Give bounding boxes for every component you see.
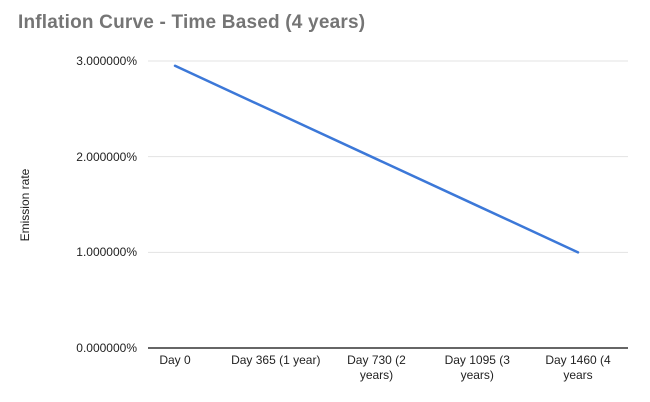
y-tick-label: 2.000000% <box>76 149 137 164</box>
y-tick-label: 3.000000% <box>76 54 137 68</box>
x-tick-label: Day 0 <box>159 353 191 367</box>
chart-title: Inflation Curve - Time Based (4 years) <box>18 12 366 33</box>
x-tick-label: Day 365 (1 year) <box>231 353 321 367</box>
y-axis-title: Emission rate <box>18 168 32 242</box>
series-line-emission-rate <box>173 64 580 254</box>
y-tick-label: 1.000000% <box>76 245 137 260</box>
x-tick-label: Day 730 (2 years) <box>347 353 406 382</box>
y-tick-label: 0.000000% <box>76 341 137 355</box>
x-tick-label: Day 1095 (3 years) <box>444 353 510 382</box>
x-tick-label: Day 1460 (4 years <box>545 353 611 382</box>
